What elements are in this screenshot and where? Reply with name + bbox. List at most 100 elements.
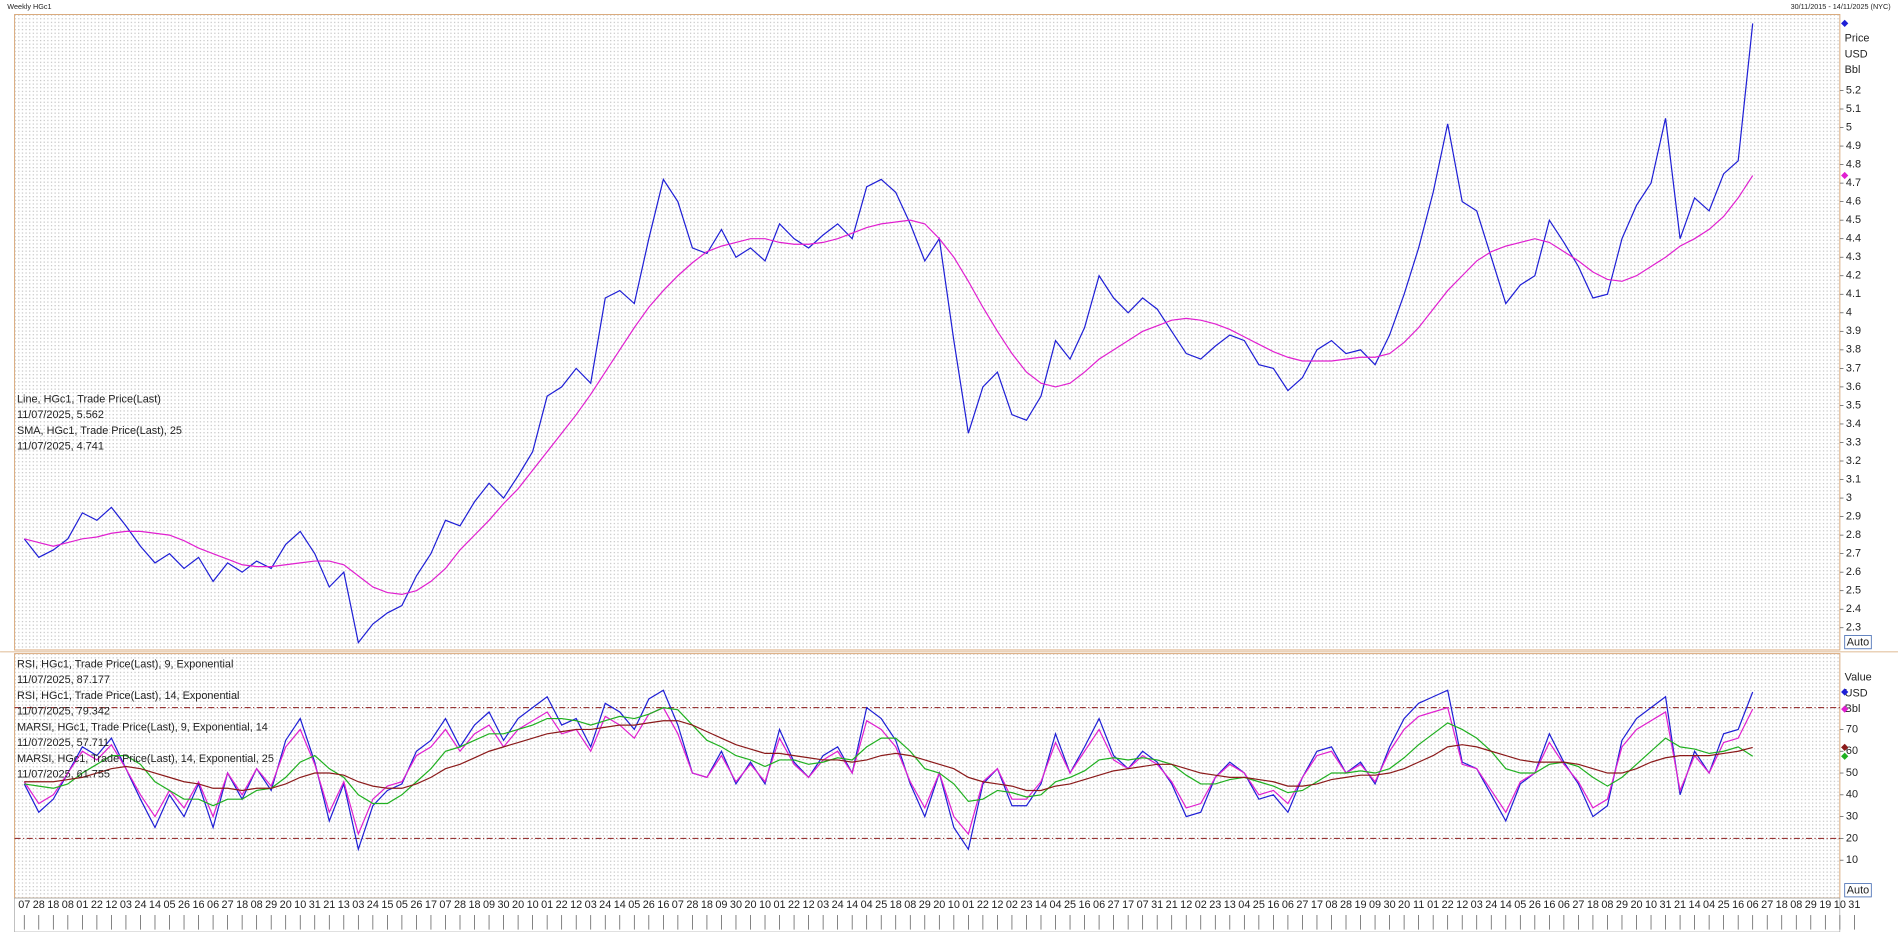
axis-unit: Price <box>1845 33 1870 45</box>
x-tick-label: 14 <box>1035 899 1047 911</box>
x-tick-label: 27 <box>1761 899 1773 911</box>
x-tick-label: 12 <box>1456 899 1468 911</box>
window-title: Weekly HGc1 <box>7 2 51 11</box>
x-tick-label: 03 <box>352 899 364 911</box>
x-tick-label: 14 <box>846 899 858 911</box>
x-tick-label: 03 <box>1471 899 1483 911</box>
y-tick-label: 40 <box>1846 789 1858 801</box>
x-tick-label: 06 <box>207 899 219 911</box>
y-tick-label: 4.1 <box>1846 288 1861 300</box>
x-tick-label: 14 <box>1500 899 1512 911</box>
x-tick-label: 12 <box>1180 899 1192 911</box>
y-tick-label: 70 <box>1846 723 1858 735</box>
auto-button-label[interactable]: Auto <box>1847 637 1869 649</box>
x-tick-label: 16 <box>1732 899 1744 911</box>
y-tick-label: 5.1 <box>1846 103 1861 115</box>
y-tick-label: 4.2 <box>1846 270 1861 282</box>
series-line <box>23 689 1754 852</box>
y-tick-label: 4.8 <box>1846 158 1861 170</box>
x-tick-label: 14 <box>149 899 161 911</box>
last-value-marker <box>1841 171 1849 180</box>
series-line <box>24 175 1754 596</box>
x-tick-label: 23 <box>1020 899 1032 911</box>
axis-unit: Bbl <box>1845 703 1861 715</box>
y-tick-label: 2.9 <box>1846 510 1861 522</box>
auto-button-label[interactable]: Auto <box>1847 885 1869 897</box>
y-tick-label: 4.3 <box>1846 251 1861 263</box>
x-tick-label: 20 <box>744 899 756 911</box>
x-tick-label: 26 <box>643 899 655 911</box>
x-tick-label: 18 <box>47 899 59 911</box>
last-value-marker <box>1841 743 1849 752</box>
x-tick-label: 05 <box>396 899 408 911</box>
y-tick-label: 30 <box>1846 810 1858 822</box>
auto-button[interactable]: Auto <box>1844 883 1872 898</box>
x-tick-label: 06 <box>1093 899 1105 911</box>
legend-name: RSI, HGc1, Trade Price(Last), 9, Exponen… <box>17 658 233 670</box>
y-tick-label: 3 <box>1846 492 1852 504</box>
x-tick-label: 21 <box>1674 899 1686 911</box>
x-tick-label: 18 <box>1587 899 1599 911</box>
legend-value: 11/07/2025, 61.755 <box>17 769 110 781</box>
x-tick-label: 06 <box>1282 899 1294 911</box>
y-tick-label: 50 <box>1846 767 1858 779</box>
y-tick-label: 4.4 <box>1846 233 1861 245</box>
legend-value: 11/07/2025, 5.562 <box>17 409 104 421</box>
x-tick-label: 15 <box>381 899 393 911</box>
y-tick-label: 3.4 <box>1846 418 1861 430</box>
x-tick-label: 20 <box>933 899 945 911</box>
x-tick-label: 18 <box>701 899 713 911</box>
x-tick-label: 08 <box>1790 899 1802 911</box>
y-tick-label: 4.5 <box>1846 214 1861 226</box>
x-tick-label: 04 <box>1049 899 1061 911</box>
x-tick-label: 18 <box>236 899 248 911</box>
x-tick-label: 27 <box>1296 899 1308 911</box>
x-tick-label: 27 <box>222 899 234 911</box>
x-tick-label: 01 <box>773 899 785 911</box>
legend-value: 11/07/2025, 57.711 <box>17 737 109 749</box>
x-tick-label: 22 <box>1442 899 1454 911</box>
y-tick-label: 4 <box>1846 307 1852 319</box>
y-tick-label: 5 <box>1846 121 1852 133</box>
x-tick-label: 28 <box>33 899 45 911</box>
x-tick-label: 10 <box>527 899 539 911</box>
x-tick-label: 29 <box>919 899 931 911</box>
x-tick-label: 29 <box>1805 899 1817 911</box>
legend-name: MARSI, HGc1, Trade Price(Last), 14, Expo… <box>17 753 274 765</box>
x-tick-label: 25 <box>1718 899 1730 911</box>
auto-button[interactable]: Auto <box>1844 635 1872 650</box>
x-tick-label: 10 <box>1645 899 1657 911</box>
x-tick-label: 21 <box>323 899 335 911</box>
legend-name: Line, HGc1, Trade Price(Last) <box>17 393 161 405</box>
x-tick-label: 13 <box>1224 899 1236 911</box>
x-tick-label: 12 <box>803 899 815 911</box>
x-tick-label: 09 <box>715 899 727 911</box>
y-tick-label: 3.6 <box>1846 381 1861 393</box>
x-tick-label: 30 <box>1384 899 1396 911</box>
x-tick-label: 06 <box>1747 899 1759 911</box>
x-tick-label: 18 <box>468 899 480 911</box>
x-tick-label: 28 <box>1340 899 1352 911</box>
x-tick-label: 29 <box>265 899 277 911</box>
x-tick-label: 07 <box>1137 899 1149 911</box>
x-tick-label: 26 <box>178 899 190 911</box>
auto-button-box <box>1844 635 1872 650</box>
last-value-marker <box>1841 19 1849 28</box>
price-panel <box>14 14 1841 651</box>
y-tick-label: 3.8 <box>1846 344 1861 356</box>
y-tick-label: 3.7 <box>1846 362 1861 374</box>
date-range: 30/11/2015 - 14/11/2025 (NYC) <box>1791 2 1891 11</box>
x-tick-label: 28 <box>686 899 698 911</box>
x-tick-label: 04 <box>1703 899 1715 911</box>
axis-unit: Value <box>1845 672 1872 684</box>
x-tick-label: 18 <box>890 899 902 911</box>
series-line <box>24 720 1753 792</box>
x-tick-label: 20 <box>1398 899 1410 911</box>
x-tick-label: 14 <box>614 899 626 911</box>
x-tick-label: 01 <box>76 899 88 911</box>
x-tick-label: 11 <box>1413 899 1424 911</box>
x-tick-label: 20 <box>1630 899 1642 911</box>
x-tick-label: 24 <box>367 899 379 911</box>
